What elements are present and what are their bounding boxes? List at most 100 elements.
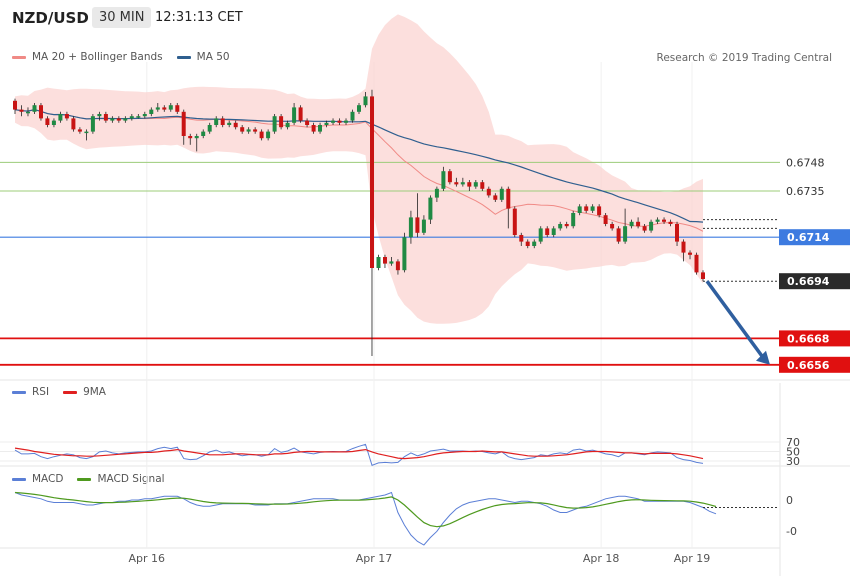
legend-swatch-ma50 (176, 55, 191, 59)
candle-bull (551, 228, 556, 235)
candle-bear (383, 257, 387, 264)
clock-readout: 12:31:13 CET (155, 10, 243, 25)
candle-bear (162, 107, 167, 110)
candle-bull (421, 219, 426, 233)
candle-bear (584, 206, 589, 211)
candle-bear (233, 122, 238, 128)
support-label: 0.6668 (787, 332, 829, 345)
candle-bear (45, 118, 50, 125)
rsi-tick-label: 70 (786, 436, 800, 449)
candle-bear (39, 105, 43, 119)
support-label-box (779, 356, 850, 373)
pivot-label-box (779, 229, 850, 246)
bollinger-band-fill (15, 14, 703, 324)
candle-bull (649, 221, 654, 231)
legend-swatch-bollinger (12, 55, 26, 59)
timeframe-badge[interactable]: 30 MIN (92, 7, 152, 28)
x-axis-label: Apr 18 (583, 552, 620, 565)
candle-bear (454, 182, 459, 185)
legend-item-ma50: MA 50 (176, 51, 230, 63)
candle-bull (324, 122, 329, 125)
candle-bear (603, 215, 608, 224)
candle-bear (395, 261, 400, 271)
candle-bear (240, 127, 245, 132)
candle-bear (701, 272, 705, 279)
last-price-label-box (779, 273, 850, 290)
candle-bear (220, 118, 225, 125)
macd-line (14, 491, 717, 546)
candle-bear (480, 182, 485, 189)
candle-bear (298, 107, 303, 121)
candle-bear (71, 118, 76, 130)
rsi-line (14, 443, 704, 466)
candle-bear (597, 206, 602, 216)
candle-bull (110, 118, 115, 121)
candle-bull (350, 111, 355, 121)
projection-arrow-shaft (705, 280, 766, 360)
candle-bull (97, 114, 102, 117)
candle-bear (616, 228, 621, 242)
candle-bull (129, 116, 134, 119)
candle-bull (272, 116, 277, 132)
legend-label-bollinger: MA 20 + Bollinger Bands (32, 51, 163, 63)
candle-bear (370, 96, 374, 269)
candle-bear (116, 118, 121, 121)
projection-arrow-head (756, 350, 770, 365)
candle-bull (389, 261, 394, 264)
candle-bull (292, 107, 297, 123)
legend-label-macd-signal: MACD Signal (97, 473, 165, 485)
candle-bull (123, 118, 128, 121)
candle-bear (519, 235, 524, 242)
candle-bull (376, 257, 381, 268)
candle-bull (201, 131, 206, 136)
candle-bull (207, 125, 212, 132)
resistance-label: 0.6735 (786, 185, 825, 198)
candle-bear (259, 131, 264, 139)
candle-bull (538, 228, 543, 242)
legend-item-bollinger: MA 20 + Bollinger Bands (12, 51, 163, 63)
legend-label-rsi-ma: 9MA (83, 386, 106, 398)
research-credit: Research © 2019 Trading Central (656, 52, 833, 64)
candle-bull (84, 131, 89, 134)
support-label-box (779, 330, 850, 347)
legend-item-macd: MACD (12, 473, 63, 485)
candle-bull (142, 114, 147, 117)
candle-bull (532, 241, 537, 246)
legend-swatch-macd (12, 477, 26, 481)
candle-bull (558, 224, 563, 229)
candle-bull (357, 105, 361, 112)
candle-bear (610, 224, 615, 229)
legend-swatch-macd-signal (77, 477, 92, 481)
candle-bull (155, 107, 160, 110)
support-label: 0.6656 (787, 359, 830, 372)
legend-label-rsi: RSI (32, 386, 50, 398)
candle-bear (103, 114, 108, 121)
rsi-tick-label: 30 (786, 455, 800, 468)
candle-bull (266, 131, 271, 139)
candle-bear (668, 221, 673, 224)
candle-bull (499, 188, 504, 200)
candle-bear (688, 252, 692, 255)
rsi-tick-label: 50 (786, 446, 800, 459)
candle-bear (525, 241, 530, 246)
candle-bear (636, 221, 641, 227)
legend-label-ma50: MA 50 (196, 51, 230, 63)
candle-bull (51, 120, 56, 125)
candle-bear (675, 224, 679, 242)
candle-bear (447, 171, 452, 183)
candle-bull (136, 116, 141, 118)
candle-bull (285, 122, 290, 128)
pivot-label: 0.6714 (787, 231, 830, 244)
candle-bull (149, 109, 154, 114)
candle-bear (19, 109, 24, 112)
candle-bear (662, 219, 666, 222)
candle-bear (13, 100, 17, 110)
rsi-legend: RSI 9MA (12, 386, 120, 398)
candle-bear (279, 116, 284, 128)
candle-bear (467, 182, 472, 187)
x-axis-label: Apr 17 (356, 552, 393, 565)
candle-bull (655, 219, 660, 222)
candle-bear (642, 226, 647, 231)
candle-bull (577, 206, 582, 213)
